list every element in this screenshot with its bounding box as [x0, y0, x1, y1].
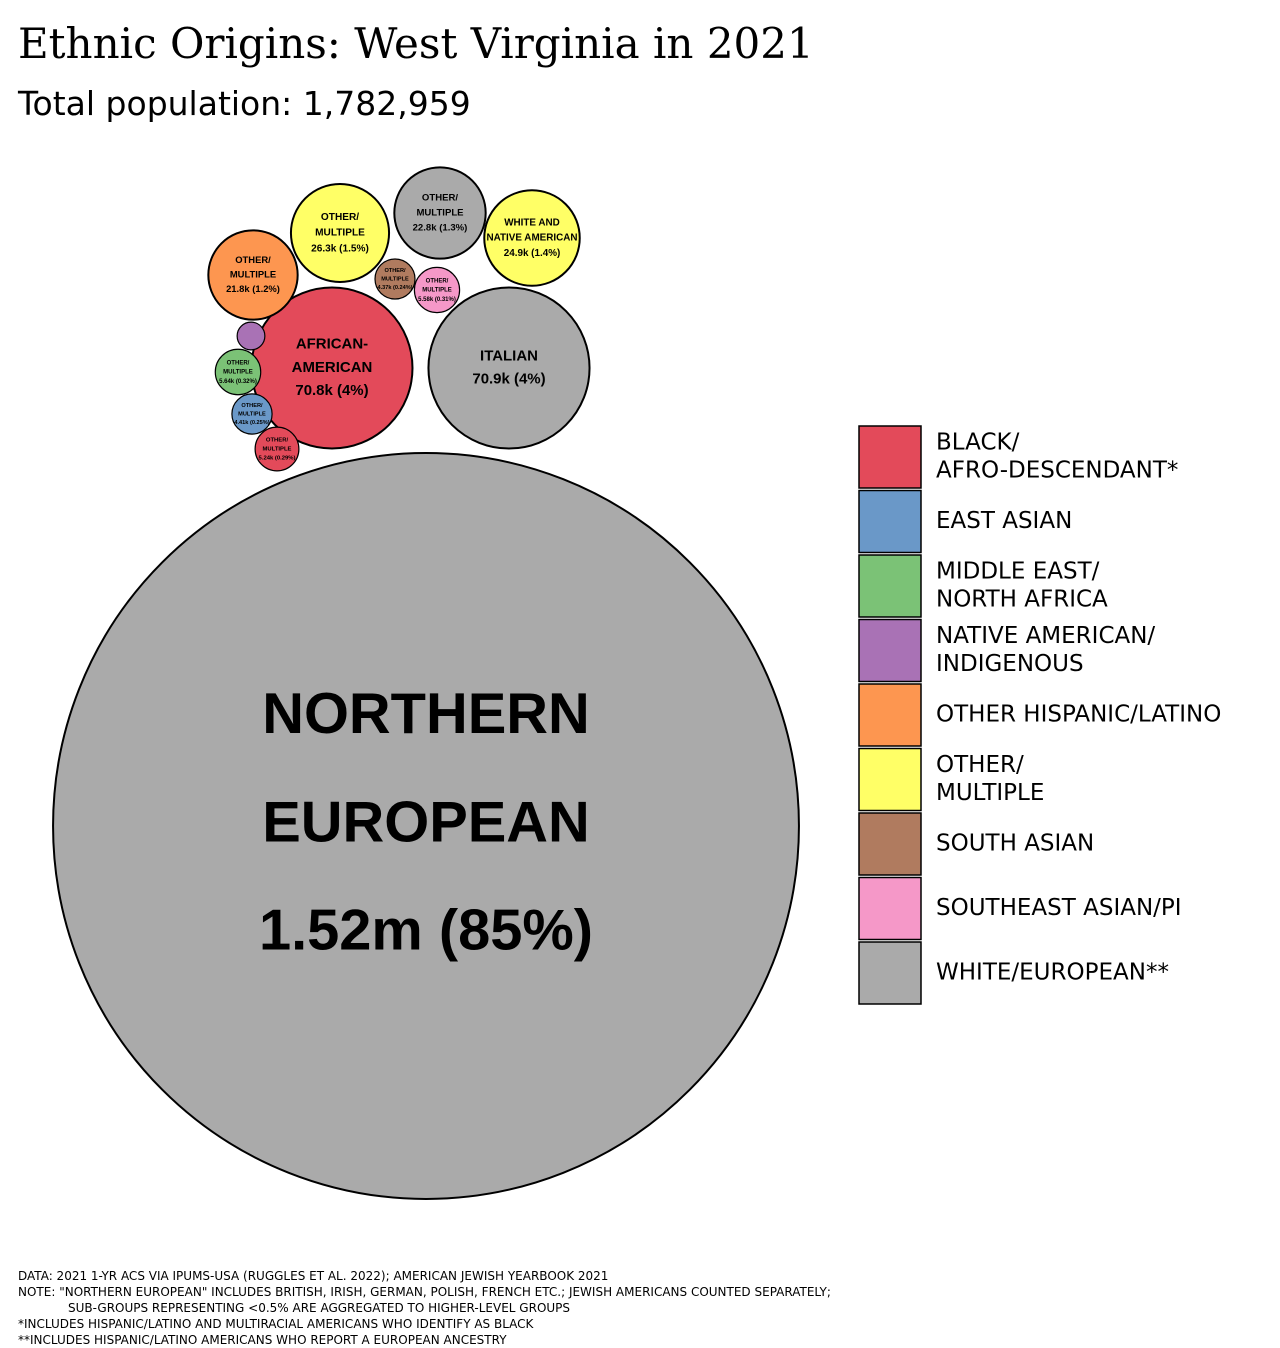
bubble-label: 26.3k (1.5%)	[311, 243, 369, 254]
bubble	[231, 393, 273, 435]
bubble-label: WHITE AND	[504, 217, 560, 228]
legend-swatch	[858, 876, 922, 941]
legend-swatch	[858, 941, 922, 1005]
chart-subtitle: Total population: 1,782,959	[17, 84, 471, 123]
bubble-label: MULTIPLE	[422, 288, 452, 294]
bubble-label: MULTIPLE	[263, 447, 292, 453]
legend-label: SOUTH ASIAN	[936, 831, 1094, 857]
bubble-label: MULTIPLE	[416, 208, 463, 219]
bubble	[374, 258, 416, 300]
footnote: NOTE: "NORTHERN EUROPEAN" INCLUDES BRITI…	[18, 1285, 831, 1299]
bubble-label: NORTHERN	[262, 682, 590, 746]
legend-label: BLACK/	[936, 430, 1020, 456]
bubble-label: OTHER/	[266, 437, 289, 443]
bubble-label: MULTIPLE	[238, 411, 266, 417]
legend-label: MIDDLE EAST/	[936, 559, 1100, 585]
bubble-label: 4.37k (0.24%)	[377, 285, 412, 291]
bubble	[214, 348, 262, 396]
bubble	[207, 229, 299, 321]
legend-swatch	[858, 489, 922, 554]
bubble	[483, 189, 581, 287]
legend-label: EAST ASIAN	[936, 508, 1072, 534]
footnote: SUB-GROUPS REPRESENTING <0.5% ARE AGGREG…	[68, 1301, 570, 1315]
bubble-label: AMERICAN	[292, 359, 373, 376]
legend-label: INDIGENOUS	[936, 651, 1084, 677]
bubble-label: 4.41k (0.25%)	[234, 420, 269, 426]
bubble-label: OTHER/	[241, 403, 263, 409]
bubble-label: 5.24k (0.29%)	[259, 456, 296, 462]
bubble-label: NATIVE AMERICAN	[486, 233, 577, 244]
bubble	[254, 426, 300, 472]
bubble	[52, 452, 800, 1200]
legend-label: OTHER HISPANIC/LATINO	[936, 702, 1221, 728]
legend-swatch	[858, 812, 922, 876]
chart-title: Ethnic Origins: West Virginia in 2021	[18, 19, 814, 68]
bubble-label: MULTIPLE	[315, 228, 365, 239]
footnote: *INCLUDES HISPANIC/LATINO AND MULTIRACIA…	[18, 1317, 535, 1331]
bubble-label: 70.8k (4%)	[295, 382, 368, 399]
bubble-label: MULTIPLE	[223, 370, 253, 376]
legend-label: NATIVE AMERICAN/	[936, 623, 1155, 649]
bubble-label: OTHER/	[227, 360, 250, 366]
bubble-label: ITALIAN	[480, 347, 538, 364]
legend-label: OTHER/	[936, 752, 1024, 778]
legend-label: SOUTHEAST ASIAN/PI	[936, 895, 1182, 921]
bubble-label: MULTIPLE	[381, 276, 409, 282]
legend-label: MULTIPLE	[936, 780, 1044, 806]
legend-label: AFRO-DESCENDANT*	[936, 458, 1178, 484]
bubble-label: OTHER/	[384, 268, 406, 274]
bubble-label: 5.64k (0.32%)	[219, 379, 257, 385]
bubble-label: 22.8k (1.3%)	[413, 222, 468, 233]
legend-label: NORTH AFRICA	[936, 587, 1108, 613]
legend-swatch	[858, 554, 922, 618]
legend-swatch	[858, 618, 922, 683]
bubble	[427, 286, 591, 450]
bubble-label: 21.8k (1.2%)	[226, 283, 280, 294]
bubble-label: 5.58k (0.31%)	[418, 297, 456, 303]
bubble	[413, 266, 461, 314]
bubble-label: MULTIPLE	[230, 268, 276, 279]
footnote: **INCLUDES HISPANIC/LATINO AMERICANS WHO…	[18, 1333, 507, 1347]
bubble-label: 70.9k (4%)	[472, 371, 545, 388]
legend-label: WHITE/EUROPEAN**	[936, 960, 1169, 986]
bubble-label: OTHER/	[235, 254, 271, 265]
bubble-label: 1.52m (85%)	[259, 898, 593, 962]
legend-swatch	[858, 425, 922, 489]
legend-swatch	[858, 747, 922, 812]
bubble	[289, 182, 391, 284]
bubble-label: OTHER/	[426, 278, 449, 284]
bubble	[236, 321, 266, 351]
bubble-label: OTHER/	[422, 193, 458, 204]
bubble	[393, 166, 487, 260]
bubble-label: EUROPEAN	[262, 790, 590, 854]
bubble-label: OTHER/	[321, 212, 359, 223]
legend-swatch	[858, 683, 922, 747]
footnote: DATA: 2021 1-YR ACS VIA IPUMS-USA (RUGGL…	[18, 1269, 608, 1283]
bubble-label: 24.9k (1.4%)	[504, 248, 561, 259]
bubble-label: AFRICAN-	[296, 336, 368, 353]
